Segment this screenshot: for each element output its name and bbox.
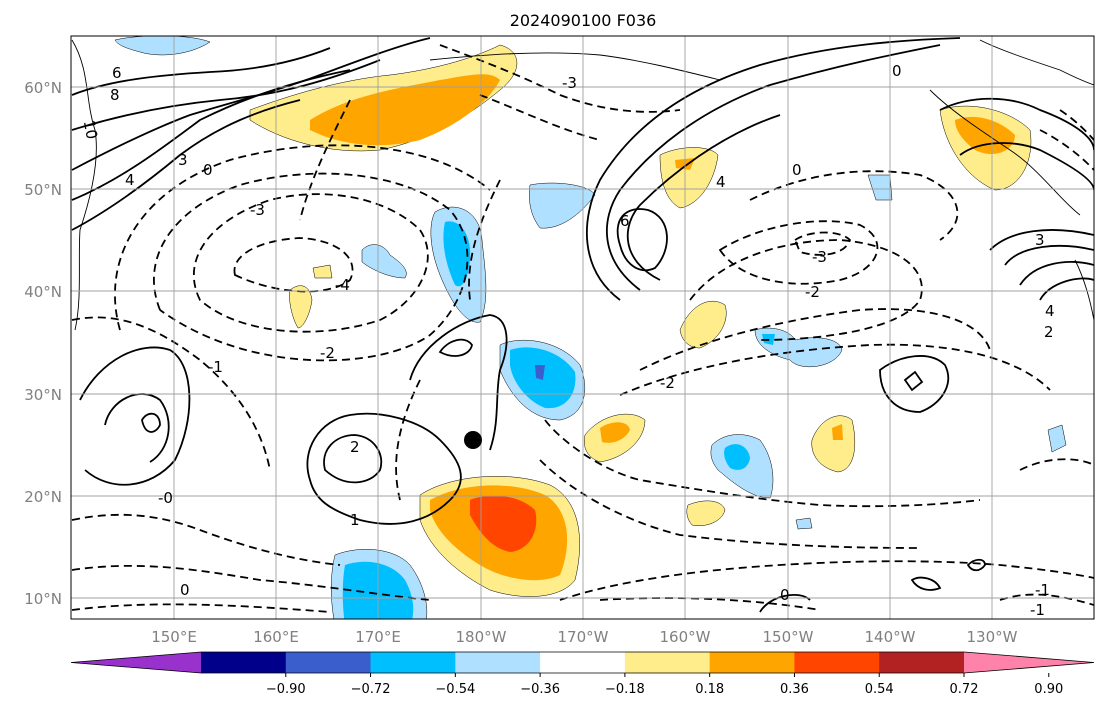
contour-label: -0	[158, 489, 173, 507]
contour-label: -1	[1030, 601, 1045, 619]
colorbar-extend-high	[964, 652, 1094, 673]
positive-contours	[71, 37, 1094, 613]
negative-contours	[71, 44, 1094, 613]
lon-label: 170°W	[558, 628, 609, 646]
colorbar-segment	[285, 652, 372, 673]
map-content: 6 8 10 4 3 0 -3 -4 -2 -1 -0 1 2 -3 6 4 0…	[71, 36, 1094, 619]
contour-label: -3	[562, 74, 577, 92]
lat-label: 10°N	[24, 590, 62, 608]
contour-label: 1	[350, 511, 360, 529]
map-border	[70, 35, 1095, 620]
coastlines	[71, 39, 1094, 331]
colorbar-tick-label: −0.72	[351, 682, 391, 697]
contour-label: 0	[780, 586, 790, 604]
colorbar-tick-label: 0.90	[1034, 682, 1063, 697]
lon-label: 130°W	[967, 628, 1018, 646]
contour-label: -3	[250, 201, 265, 219]
lon-label: 160°W	[660, 628, 711, 646]
colorbar-extend-low	[71, 652, 201, 673]
colorbar: −0.90 −0.72 −0.54 −0.36 −0.18 0.18 0.36 0.54 0.7…	[70, 651, 1095, 697]
colorbar-segment	[624, 652, 711, 673]
contour-label: 2	[1044, 323, 1054, 341]
colorbar-segment	[879, 652, 965, 673]
colorbar-segment	[794, 652, 880, 673]
colorbar-segment	[370, 652, 456, 673]
lat-label: 20°N	[24, 488, 62, 506]
contour-label: -1	[1035, 581, 1050, 599]
lon-label: 150°W	[763, 628, 814, 646]
contour-label: 4	[716, 173, 726, 191]
lat-label: 30°N	[24, 386, 62, 404]
lon-label: 160°E	[253, 628, 299, 646]
contour-label: 6	[112, 64, 122, 82]
lat-label: 50°N	[24, 181, 62, 199]
contour-label: 3	[1035, 231, 1045, 249]
contour-label: 2	[350, 438, 360, 456]
contour-label: -1	[208, 358, 223, 376]
gridlines	[71, 36, 1094, 619]
colorbar-tick-label: −0.36	[520, 682, 560, 697]
contour-label: -2	[805, 283, 820, 301]
colorbar-tick-label: 0.18	[695, 682, 724, 697]
colorbar-tick-label: −0.90	[266, 682, 306, 697]
contour-labels: 6 8 10 4 3 0 -3 -4 -2 -1 -0 1 2 -3 6 4 0…	[80, 62, 1055, 619]
lon-label: 150°E	[151, 628, 197, 646]
contour-label: -2	[660, 374, 675, 392]
contour-label: 6	[620, 212, 630, 230]
storm-position-marker	[464, 431, 482, 449]
contour-label: -4	[335, 276, 350, 294]
lon-label: 170°E	[355, 628, 401, 646]
latitude-labels: 60°N 50°N 40°N 30°N 20°N 10°N	[24, 79, 62, 608]
contour-label: 8	[110, 86, 120, 104]
lon-label: 180°W	[456, 628, 507, 646]
colorbar-segment	[455, 652, 541, 673]
lat-label: 60°N	[24, 79, 62, 97]
colorbar-outline	[70, 651, 1095, 674]
contour-label: -2	[320, 344, 335, 362]
colorbar-tick-label: 0.36	[780, 682, 809, 697]
contour-label: -3	[812, 248, 827, 266]
colorbar-tick-label: −0.18	[605, 682, 645, 697]
colorbar-tick-label: −0.54	[435, 682, 475, 697]
shaded-field	[114, 36, 1067, 619]
contour-label: 0	[892, 62, 902, 80]
colorbar-segment	[540, 652, 626, 673]
contour-label: 4	[125, 171, 135, 189]
colorbar-tick-label: 0.54	[865, 682, 894, 697]
contour-label: 0	[792, 161, 802, 179]
map-area	[71, 36, 1094, 619]
contour-label: 4	[1045, 302, 1055, 320]
longitude-labels: 150°E 160°E 170°E 180°W 170°W 160°W 150°…	[151, 628, 1017, 646]
colorbar-tick-label: 0.72	[950, 682, 979, 697]
contour-label: 0	[180, 581, 190, 599]
contour-label: 0	[203, 161, 213, 179]
colorbar-segment	[201, 652, 287, 673]
colorbar-segment	[709, 652, 795, 673]
lon-label: 140°W	[865, 628, 916, 646]
contour-label: 3	[178, 151, 188, 169]
lat-label: 40°N	[24, 283, 62, 301]
contour-label: 10	[80, 119, 101, 141]
figure-title: 2024090100 F036	[510, 11, 657, 30]
